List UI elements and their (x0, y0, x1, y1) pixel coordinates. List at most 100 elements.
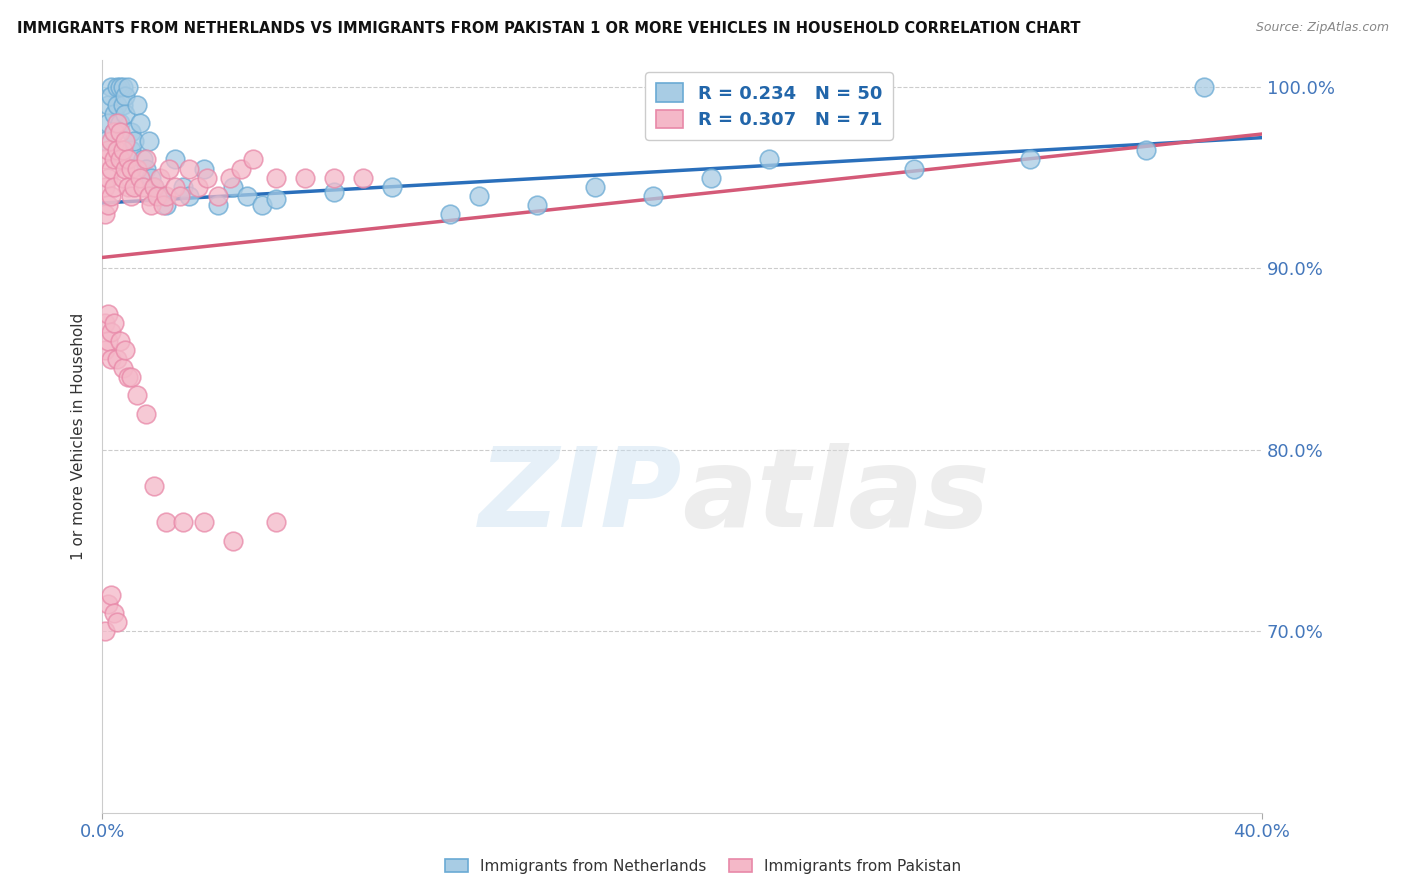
Point (352, 170, 374, 185)
Point (103, 125, 125, 139)
Point (163, 179, 186, 194)
Point (1019, 153, 1042, 167)
Point (97, 334, 120, 348)
Point (138, 188, 160, 202)
Point (129, 170, 152, 185)
Point (100, 588, 122, 602)
Point (135, 161, 157, 176)
Point (108, 116, 131, 130)
Point (103, 606, 125, 620)
Point (221, 533, 243, 548)
Point (132, 179, 155, 194)
Point (294, 170, 316, 185)
Point (105, 98, 128, 112)
Point (114, 134, 136, 148)
Point (120, 144, 142, 158)
Point (138, 134, 160, 148)
Point (105, 144, 128, 158)
Point (122, 134, 145, 148)
Point (94, 316, 117, 330)
Point (97, 198, 120, 212)
Point (105, 615, 128, 630)
Point (94, 134, 117, 148)
Point (103, 153, 125, 167)
Point (146, 188, 169, 202)
Point (125, 388, 148, 402)
Point (218, 170, 240, 185)
Point (100, 134, 122, 148)
Point (155, 516, 177, 530)
Point (105, 352, 128, 367)
Point (97, 170, 120, 185)
Text: IMMIGRANTS FROM NETHERLANDS VS IMMIGRANTS FROM PAKISTAN 1 OR MORE VEHICLES IN HO: IMMIGRANTS FROM NETHERLANDS VS IMMIGRANT… (17, 21, 1080, 36)
Point (135, 153, 157, 167)
Point (149, 188, 172, 202)
Point (143, 179, 166, 194)
Point (250, 198, 273, 212)
Point (381, 179, 404, 194)
Point (641, 188, 664, 202)
Point (103, 316, 125, 330)
Point (172, 516, 194, 530)
Point (1135, 144, 1157, 158)
Point (157, 161, 180, 176)
Point (97, 98, 120, 112)
Point (117, 153, 139, 167)
Point (583, 179, 606, 194)
Legend: R = 0.234   N = 50, R = 0.307   N = 71: R = 0.234 N = 50, R = 0.307 N = 71 (645, 72, 893, 140)
Point (125, 161, 148, 176)
Point (122, 179, 145, 194)
Point (114, 107, 136, 121)
Point (111, 361, 134, 376)
Point (132, 153, 155, 167)
Point (94, 624, 117, 639)
Point (179, 188, 201, 202)
Point (155, 198, 177, 212)
Point (439, 207, 461, 221)
Point (111, 170, 134, 185)
Point (155, 188, 177, 202)
Point (100, 89, 122, 103)
Point (120, 161, 142, 176)
Point (97, 597, 120, 611)
Point (103, 107, 125, 121)
Point (207, 198, 229, 212)
Point (207, 188, 229, 202)
Point (141, 170, 163, 185)
Point (264, 193, 287, 207)
Point (108, 334, 131, 348)
Point (141, 198, 163, 212)
Point (193, 161, 215, 176)
Point (100, 79, 122, 94)
Point (179, 161, 201, 176)
Point (231, 161, 253, 176)
Point (111, 98, 134, 112)
Point (526, 198, 548, 212)
Point (105, 116, 128, 130)
Point (100, 188, 122, 202)
Point (111, 144, 134, 158)
Point (108, 153, 131, 167)
Point (100, 161, 122, 176)
Point (108, 125, 131, 139)
Point (143, 179, 166, 194)
Point (94, 343, 117, 357)
Point (94, 207, 117, 221)
Point (264, 516, 287, 530)
Point (264, 170, 287, 185)
Point (195, 170, 218, 185)
Point (103, 125, 125, 139)
Point (129, 116, 152, 130)
Point (169, 188, 191, 202)
Point (700, 170, 723, 185)
Y-axis label: 1 or more Vehicles in Household: 1 or more Vehicles in Household (72, 312, 86, 560)
Text: atlas: atlas (682, 443, 990, 550)
Point (221, 179, 243, 194)
Point (236, 188, 259, 202)
Point (242, 153, 264, 167)
Point (117, 179, 139, 194)
Point (117, 79, 139, 94)
Point (114, 89, 136, 103)
Point (149, 170, 172, 185)
Point (1192, 79, 1215, 94)
